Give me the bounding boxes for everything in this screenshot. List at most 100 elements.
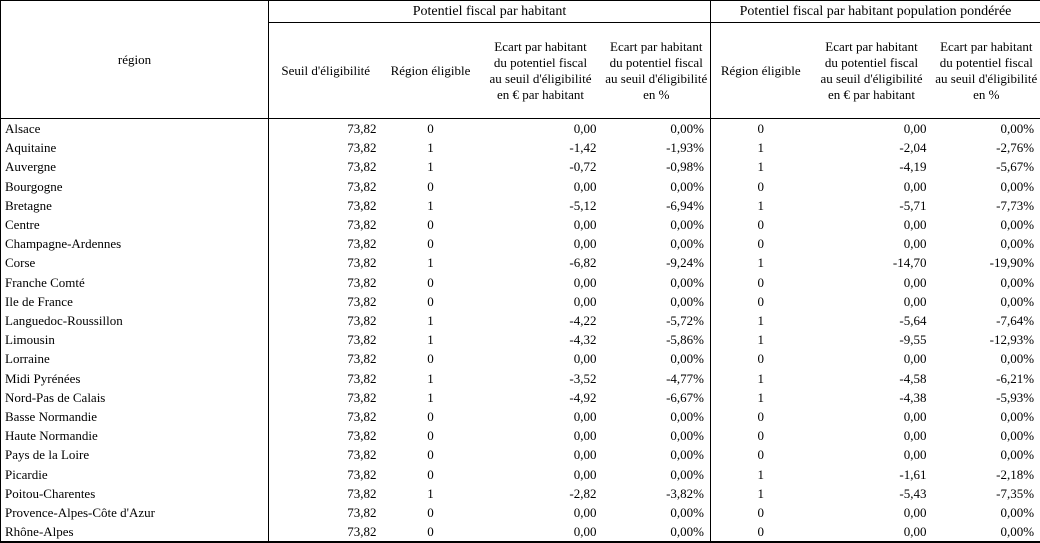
ecart-pct-pondere-cell: 0,00% [1000,351,1035,367]
ecart-pct-cell: -6,67% [602,387,711,408]
ecart-pct-cell: 0,00% [602,176,711,196]
ecart-pct-cell: -4,77% [602,368,711,388]
ecart-eur-pondere-cell: -14,70 [892,255,927,271]
group-header-per-capita: Potentiel fiscal par habitant [268,0,711,23]
table-row: Aquitaine 73,82 1 -1,42 -1,93% 1 -2,04 -2,76% [0,138,1040,158]
eligible-pondere-cell: 0 [757,178,765,194]
ecart-pct-pondere-cell: 0,00% [1000,178,1035,194]
ecart-eur-pondere-cell: -9,55 [899,332,927,348]
region-name-cell: Poitou-Charentes [0,483,269,504]
seuil-cell: 73,82 [347,178,377,194]
table-row: Bretagne 73,82 1 -5,12 -6,94% 1 -5,71 -7,73% [0,195,1040,216]
eligible-pondere-cell: 0 [757,236,765,252]
eligible-cell: 1 [427,140,434,156]
eligible-pondere-cell: 0 [757,447,765,463]
region-name-cell: Provence-Alpes-Côte d'Azur [0,503,269,523]
ecart-pct-cell: -0,98% [602,157,711,177]
eligible-pondere-cell: 0 [757,293,765,309]
eligible-cell: 0 [427,236,434,252]
table-row: Lorraine 73,82 0 0,00 0,00% 0 0,00 0,00% [0,349,1040,369]
ecart-pct-pondere-cell: -7,73% [996,197,1035,213]
ecart-eur-pondere-cell: 0,00 [903,293,927,309]
ecart-eur-cell: 0,00 [573,524,597,540]
eligible-pondere-cell: 1 [757,466,765,482]
ecart-eur-cell: 0,00 [573,293,597,309]
eligible-pondere-cell: 1 [757,140,765,156]
region-name-cell: Centre [0,215,269,235]
region-name-cell: Alsace [0,118,269,139]
region-eligible-pondere-header: Région éligible [710,22,811,119]
region-name-cell: Lorraine [0,349,269,369]
ecart-percent-pondere-header: Ecart par habitant du potentiel fiscal a… [932,22,1040,119]
eligible-pondere-cell: 0 [757,274,765,290]
eligible-cell: 1 [427,159,434,175]
ecart-pct-cell: 0,00% [602,522,711,543]
ecart-eur-pondere-cell: -4,19 [899,159,927,175]
ecart-eur-cell: 0,00 [573,121,597,136]
ecart-pct-pondere-cell: 0,00% [1000,447,1035,463]
ecart-pct-cell: -9,24% [602,253,711,273]
ecart-eur-pondere-cell: -4,58 [899,370,927,386]
table-row: Alsace 73,82 0 0,00 0,00% 0 0,00 0,00% [0,118,1040,139]
ecart-pct-pondere-cell: -6,21% [996,370,1035,386]
seuil-cell: 73,82 [347,140,377,156]
eligible-cell: 0 [427,178,434,194]
seuil-cell: 73,82 [347,351,377,367]
region-name-cell: Nord-Pas de Calais [0,387,269,408]
ecart-eur-cell: -4,32 [569,332,597,348]
ecart-eur-pondere-cell: 0,00 [903,524,927,540]
ecart-eur-cell: -4,92 [569,389,597,405]
eligible-cell: 0 [427,351,434,367]
ecart-pct-cell: 0,00% [602,426,711,446]
ecart-eur-pondere-cell: -4,38 [899,389,927,405]
ecart-pct-pondere-cell: 0,00% [1000,293,1035,309]
ecart-percent-header: Ecart par habitant du potentiel fiscal a… [602,22,711,119]
seuil-cell: 73,82 [347,370,377,386]
table-row: Provence-Alpes-Côte d'Azur 73,82 0 0,00 0,00… [0,503,1040,523]
table-row: Languedoc-Roussillon 73,82 1 -4,22 -5,72% 1 -5… [0,311,1040,331]
seuil-cell: 73,82 [347,447,377,463]
table-row: Poitou-Charentes 73,82 1 -2,82 -3,82% 1 -5,43 -… [0,483,1040,504]
ecart-eur-pondere-cell: 0,00 [903,178,927,194]
ecart-pct-pondere-cell: 0,00% [1000,409,1035,425]
table-row: Bourgogne 73,82 0 0,00 0,00% 0 0,00 0,00% [0,176,1040,196]
eligible-cell: 0 [427,293,434,309]
ecart-eur-pondere-cell: -5,64 [899,313,927,329]
ecart-eur-cell: -3,52 [569,370,597,386]
region-name-cell: Bourgogne [0,176,269,196]
eligible-cell: 1 [427,332,434,348]
table-row: Franche Comté 73,82 0 0,00 0,00% 0 0,00 0,00% [0,272,1040,292]
ecart-pct-pondere-cell: 0,00% [1000,236,1035,252]
ecart-eur-cell: 0,00 [573,505,597,521]
seuil-cell: 73,82 [347,121,377,136]
region-name-cell: Franche Comté [0,272,269,292]
ecart-eur-cell: 0,00 [573,274,597,290]
region-name-cell: Basse Normandie [0,407,269,427]
eligible-pondere-cell: 1 [757,313,765,329]
ecart-eur-pondere-cell: -5,71 [899,197,927,213]
table-row: Pays de la Loire 73,82 0 0,00 0,00% 0 0,00 0,00… [0,445,1040,465]
region-name-cell: Midi Pyrénées [0,368,269,388]
eligible-pondere-cell: 0 [757,428,765,444]
region-name-cell: Champagne-Ardennes [0,234,269,254]
eligible-cell: 0 [427,428,434,444]
ecart-eur-pondere-cell: 0,00 [903,409,927,425]
ecart-eur-pondere-cell: 0,00 [903,217,927,233]
table-row: Rhône-Alpes 73,82 0 0,00 0,00% 0 0,00 0,00% [0,522,1040,543]
ecart-pct-cell: 0,00% [602,407,711,427]
ecart-eur-cell: -1,42 [569,140,597,156]
seuil-cell: 73,82 [347,466,377,482]
eligible-pondere-cell: 0 [757,505,765,521]
ecart-eur-cell: 0,00 [573,466,597,482]
eligible-cell: 0 [427,466,434,482]
seuil-cell: 73,82 [347,255,377,271]
ecart-pct-cell: -6,94% [602,195,711,216]
seuil-cell: 73,82 [347,332,377,348]
ecart-pct-pondere-cell: 0,00% [1000,217,1035,233]
eligible-cell: 0 [427,274,434,290]
eligible-cell: 1 [427,370,434,386]
ecart-eur-cell: 0,00 [573,447,597,463]
eligible-pondere-cell: 1 [757,389,765,405]
ecart-eur-cell: -2,82 [569,485,597,501]
ecart-pct-pondere-cell: -5,93% [996,389,1035,405]
